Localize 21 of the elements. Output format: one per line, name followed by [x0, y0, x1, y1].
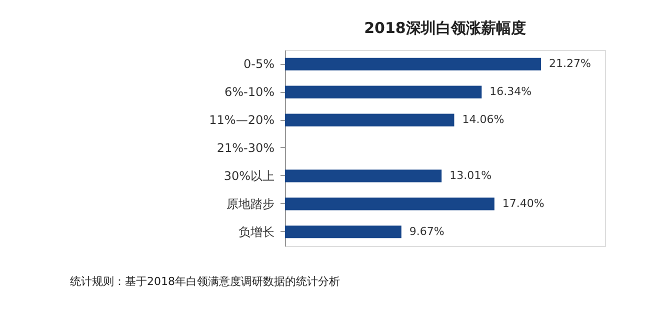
y-tick-label: 负增长 [238, 224, 274, 239]
y-tick-label: 0-5% [243, 57, 274, 72]
data-label: 9.67% [409, 224, 444, 238]
chart-title: 2018深圳白领涨薪幅度 [364, 19, 526, 37]
text: 统计规则：基于2018年白领满意度调研数据的统计分析 [70, 275, 340, 288]
data-label: 21.27% [549, 57, 591, 70]
y-tick-label: 11%—20% [209, 113, 274, 128]
bar [285, 58, 541, 70]
data-label: 14.06% [462, 113, 504, 126]
bar [285, 198, 494, 210]
data-label: 13.01% [450, 168, 492, 182]
bar [285, 114, 454, 126]
y-tick-label: 30%以上 [224, 168, 274, 183]
bar [285, 86, 482, 98]
bar [285, 226, 402, 238]
y-tick-label: 原地踏步 [226, 196, 274, 211]
y-tick-label: 6%-10% [224, 85, 274, 100]
data-label: 16.34% [490, 85, 532, 98]
bar [285, 170, 442, 182]
data-label: 17.40% [502, 196, 544, 210]
y-tick-label: 21%-30% [216, 141, 274, 155]
